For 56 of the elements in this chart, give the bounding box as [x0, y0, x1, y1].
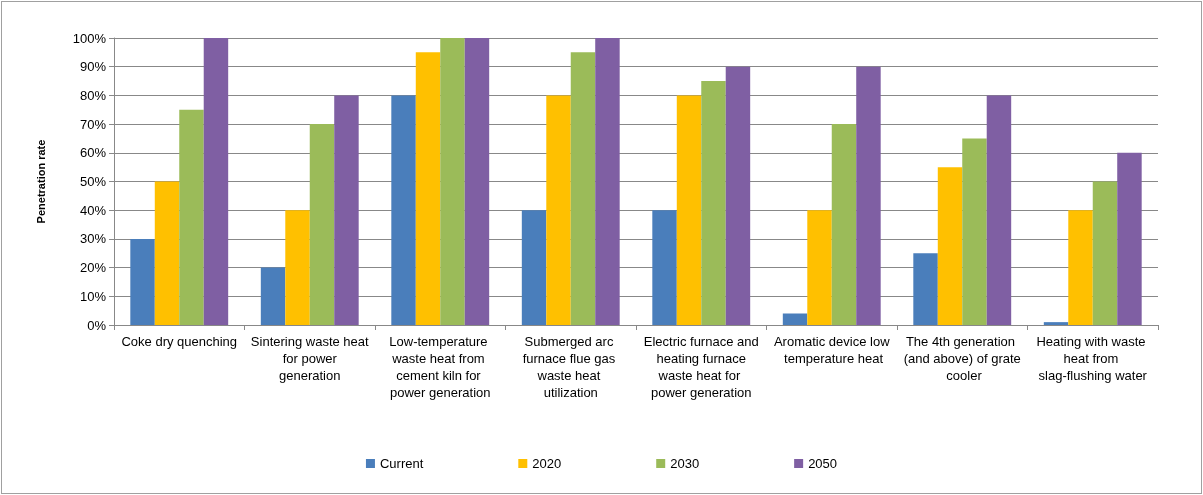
x-tick-label: Coke dry quenching — [121, 334, 238, 349]
bar — [546, 95, 571, 325]
bar — [1117, 152, 1142, 325]
bar — [676, 95, 702, 325]
bar — [725, 66, 751, 325]
bar — [130, 238, 155, 325]
bar — [782, 313, 808, 325]
x-tick-label: Submerged arc furnace flue gas waste heat utilization — [522, 334, 619, 400]
bar — [334, 95, 359, 325]
y-tick-label: 0% — [87, 317, 107, 333]
legend-label: 2030 — [670, 456, 700, 471]
bar — [1043, 322, 1069, 325]
legend-label: Current — [379, 456, 424, 471]
bar — [440, 38, 465, 325]
bar — [154, 181, 180, 325]
bar — [260, 267, 286, 325]
y-tick-label: 70% — [79, 116, 107, 132]
bar — [986, 95, 1012, 325]
bar — [652, 210, 677, 325]
bar — [415, 52, 441, 325]
legend-label: 2020 — [532, 456, 562, 471]
bar — [962, 138, 987, 325]
bar — [856, 66, 881, 325]
y-tick-label: 50% — [79, 174, 107, 189]
bar — [937, 167, 963, 325]
y-tick-label: 40% — [79, 202, 107, 218]
y-tick-label: 10% — [79, 288, 107, 304]
bar — [391, 95, 416, 325]
bar — [1092, 181, 1118, 325]
x-tick-label: Heating with waste heat from slag-flushing water — [1036, 334, 1150, 383]
x-tick-label: Aromatic device low temperature heat — [773, 334, 891, 366]
bar — [309, 124, 335, 325]
bar — [595, 38, 620, 325]
bar — [807, 210, 832, 325]
legend-label: 2050 — [808, 456, 838, 471]
x-tick-label: Electric furnace and heating furnace waste heat for power generation — [643, 334, 759, 400]
bar — [464, 38, 490, 325]
bar — [1068, 210, 1093, 325]
x-tick-label: Sintering waste heat for power generation — [250, 334, 370, 383]
bar — [285, 210, 310, 325]
y-axis-title: Penetration rate — [34, 139, 47, 224]
bar — [913, 253, 938, 325]
bar — [831, 124, 857, 325]
bar — [203, 38, 229, 325]
y-tick-label: 60% — [79, 145, 107, 161]
y-tick-label: 80% — [79, 87, 107, 103]
y-tick-label: 90% — [79, 59, 107, 75]
bar — [701, 81, 726, 325]
bar — [521, 210, 547, 325]
bar — [570, 52, 596, 325]
bar — [179, 109, 204, 325]
y-tick-label: 20% — [79, 260, 107, 276]
y-tick-label: 100% — [72, 30, 107, 46]
y-tick-label: 30% — [79, 231, 107, 247]
x-tick-label: Low-temperature waste heat from cement kiln for power generation — [389, 334, 492, 400]
x-tick-label: The 4th generation (and above) of grate cooler — [903, 334, 1021, 383]
